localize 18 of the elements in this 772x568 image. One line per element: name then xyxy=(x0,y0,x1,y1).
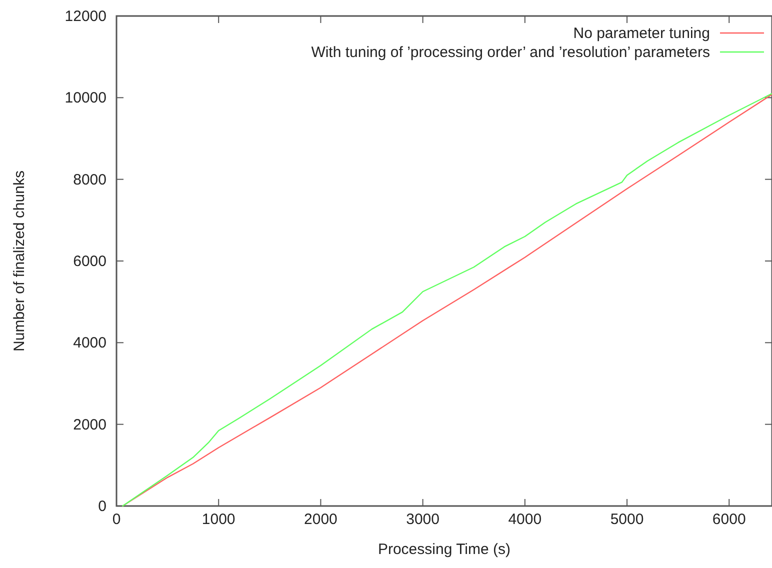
x-tick-label: 1000 xyxy=(202,511,236,528)
y-tick-label: 6000 xyxy=(73,253,106,270)
y-tick-label: 4000 xyxy=(73,334,106,352)
y-tick-label: 10000 xyxy=(64,90,106,107)
y-tick-label: 0 xyxy=(98,498,106,515)
x-tick-label: 6000 xyxy=(712,511,746,528)
x-tick-label: 0 xyxy=(112,511,121,528)
y-tick-label: 2000 xyxy=(73,416,106,434)
y-tick-label: 12000 xyxy=(64,8,106,25)
x-tick-label: 3000 xyxy=(406,511,440,528)
x-tick-label: 4000 xyxy=(508,511,542,528)
legend-label: With tuning of ’processing order’ and ’resolution’ parameters xyxy=(311,44,710,61)
y-tick-label: 8000 xyxy=(73,171,106,188)
x-tick-label: 2000 xyxy=(304,511,338,528)
y-axis-title: Number of finalized chunks xyxy=(11,170,28,352)
x-tick-label: 5000 xyxy=(610,511,644,528)
x-axis-title: Processing Time (s) xyxy=(378,541,511,558)
legend-label: No parameter tuning xyxy=(573,25,710,42)
